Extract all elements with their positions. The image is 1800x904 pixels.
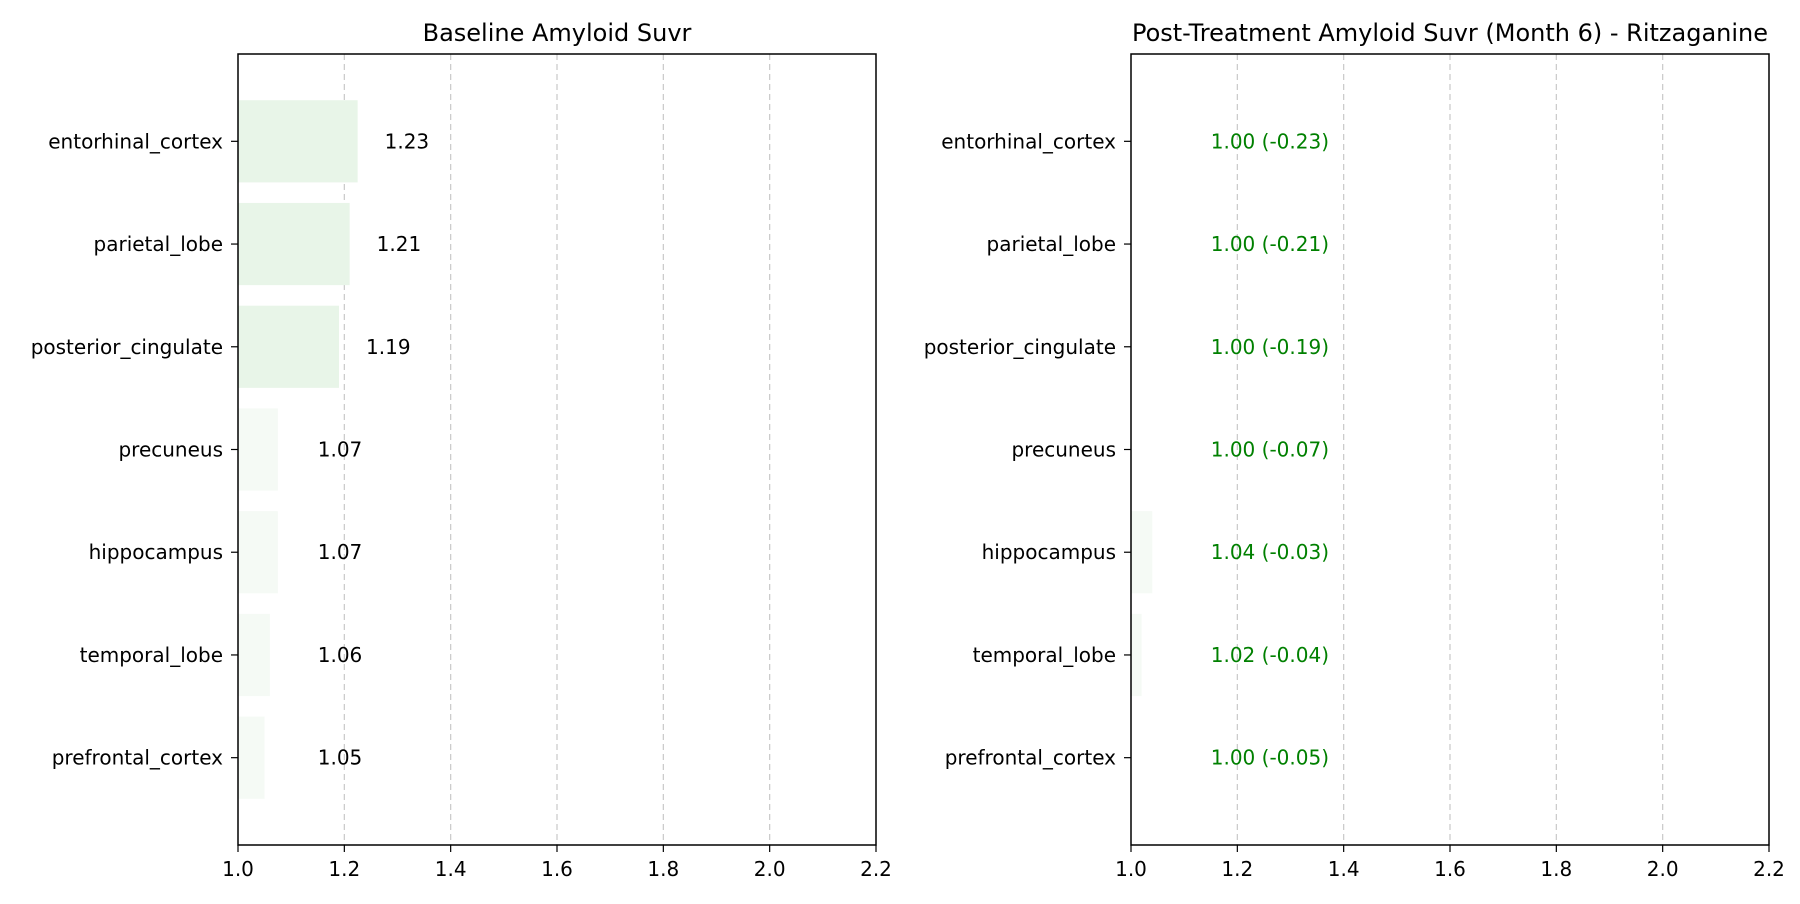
x-tick-label: 1.6 <box>541 857 573 881</box>
category-label: parietal_lobe <box>987 232 1116 256</box>
x-tick-label: 2.0 <box>1647 857 1679 881</box>
bar <box>238 613 270 697</box>
category-label: posterior_cingulate <box>924 335 1116 359</box>
chart-title: Baseline Amyloid Suvr <box>423 19 692 47</box>
bar <box>238 100 358 183</box>
data-label: 1.00 (-0.19) <box>1211 335 1329 359</box>
category-label: prefrontal_cortex <box>52 746 223 770</box>
bar <box>238 202 350 286</box>
x-tick-label: 1.4 <box>1328 857 1360 881</box>
x-tick-label: 1.0 <box>1115 857 1147 881</box>
category-label: hippocampus <box>982 540 1116 564</box>
x-tick-label: 1.2 <box>328 857 360 881</box>
x-tick-label: 1.6 <box>1434 857 1466 881</box>
category-label: parietal_lobe <box>94 232 223 256</box>
category-label: precuneus <box>118 438 223 462</box>
x-tick-label: 2.0 <box>754 857 786 881</box>
bar <box>238 305 340 388</box>
category-label: temporal_lobe <box>80 643 223 667</box>
category-label: entorhinal_cortex <box>48 129 223 153</box>
data-label: 1.00 (-0.07) <box>1211 438 1329 462</box>
data-label: 1.07 <box>318 540 363 564</box>
bar <box>1131 511 1153 594</box>
x-tick-label: 1.8 <box>1540 857 1572 881</box>
category-label: posterior_cingulate <box>31 335 223 359</box>
data-label: 1.00 (-0.05) <box>1211 746 1329 770</box>
data-label: 1.05 <box>318 746 363 770</box>
x-tick-label: 1.0 <box>222 857 254 881</box>
x-tick-label: 2.2 <box>860 857 892 881</box>
bar <box>1131 613 1142 697</box>
data-label: 1.19 <box>366 335 411 359</box>
chart-title: Post-Treatment Amyloid Suvr (Month 6) - … <box>1132 19 1768 47</box>
data-label: 1.04 (-0.03) <box>1211 540 1329 564</box>
category-label: hippocampus <box>89 540 223 564</box>
data-label: 1.23 <box>385 129 430 153</box>
bar <box>238 408 278 491</box>
bar <box>238 511 278 594</box>
x-tick-label: 1.4 <box>435 857 467 881</box>
x-tick-label: 1.8 <box>647 857 679 881</box>
category-label: prefrontal_cortex <box>945 746 1116 770</box>
data-label: 1.21 <box>377 232 422 256</box>
data-label: 1.07 <box>318 438 363 462</box>
x-tick-label: 2.2 <box>1753 857 1785 881</box>
data-label: 1.02 (-0.04) <box>1211 643 1329 667</box>
category-label: temporal_lobe <box>973 643 1116 667</box>
data-label: 1.00 (-0.23) <box>1211 129 1329 153</box>
category-label: precuneus <box>1011 438 1116 462</box>
data-label: 1.06 <box>318 643 363 667</box>
data-label: 1.00 (-0.21) <box>1211 232 1329 256</box>
x-tick-label: 1.2 <box>1221 857 1253 881</box>
bar <box>238 716 265 799</box>
category-label: entorhinal_cortex <box>941 129 1116 153</box>
